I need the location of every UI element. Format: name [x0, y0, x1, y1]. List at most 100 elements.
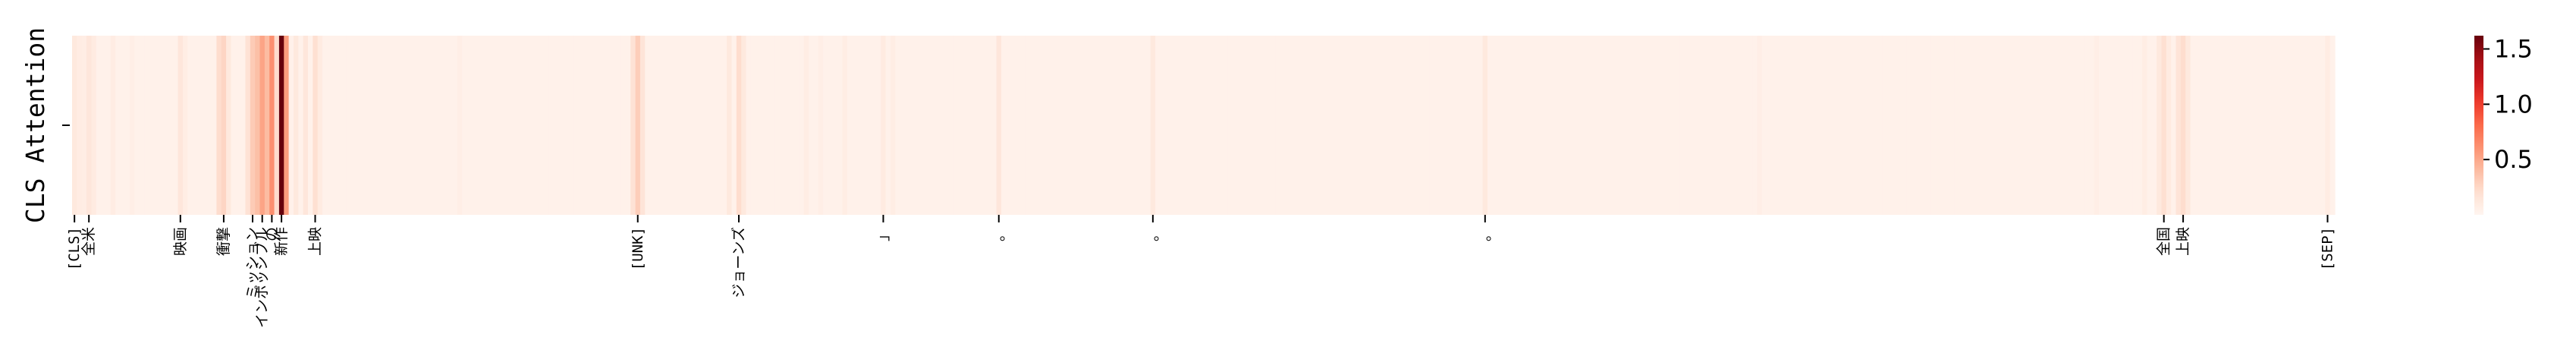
- heatmap-cell: [1882, 36, 1888, 215]
- heatmap-cell: [1140, 36, 1146, 215]
- heatmap-cell: [1352, 36, 1359, 215]
- heatmap-cell: [948, 36, 954, 215]
- heatmap-cell: [1944, 36, 1950, 215]
- heatmap-cell: [231, 36, 237, 215]
- heatmap-cell: [2325, 36, 2331, 215]
- heatmap-cell: [837, 36, 843, 215]
- heatmap-cell: [124, 36, 130, 215]
- heatmap-cell: [1843, 36, 1849, 215]
- heatmap-cell: [756, 36, 762, 215]
- heatmap-cell: [2113, 36, 2119, 215]
- heatmap-cell: [1381, 36, 1387, 215]
- heatmap-cell: [972, 36, 978, 215]
- heatmap-cell: [404, 36, 410, 215]
- heatmap-cell: [1795, 36, 1802, 215]
- heatmap-cell: [1261, 36, 1267, 215]
- heatmap-cell: [2036, 36, 2042, 215]
- heatmap-cell: [197, 36, 203, 215]
- heatmap-cell: [1805, 36, 1811, 215]
- heatmap-cell: [563, 36, 569, 215]
- heatmap-cell: [2238, 36, 2245, 215]
- heatmap-cell: [1940, 36, 1946, 215]
- heatmap-cell: [2055, 36, 2061, 215]
- colorbar: 0.5 1.0 1.5: [2474, 34, 2533, 215]
- heatmap-cell: [467, 36, 473, 215]
- heatmap-cell: [1030, 36, 1035, 215]
- heatmap-cell: [1232, 36, 1238, 215]
- heatmap-cell: [1689, 36, 1695, 215]
- heatmap-cell: [2142, 36, 2148, 215]
- heatmap-cell: [1800, 36, 1806, 215]
- heatmap-cell: [669, 36, 674, 215]
- heatmap-cell: [1035, 36, 1041, 215]
- heatmap-cell: [2050, 36, 2056, 215]
- heatmap-cell: [774, 36, 781, 215]
- heatmap-cell: [1853, 36, 1859, 215]
- heatmap-cell: [2069, 36, 2075, 215]
- heatmap-cell: [2224, 36, 2229, 215]
- heatmap-cell: [2012, 36, 2018, 215]
- heatmap-cell: [1020, 36, 1026, 215]
- heatmap-cell: [1001, 36, 1007, 215]
- heatmap-cell: [1299, 36, 1305, 215]
- heatmap-cell: [1824, 36, 1830, 215]
- heatmap-cell: [134, 36, 140, 215]
- heatmap-cell: [1357, 36, 1363, 215]
- heatmap-cell: [1646, 36, 1652, 215]
- heatmap-cell: [809, 36, 815, 215]
- heatmap-cell: [130, 36, 136, 215]
- heatmap-cell: [298, 36, 304, 215]
- heatmap-cell: [1078, 36, 1084, 215]
- heatmap-cell: [1622, 36, 1628, 215]
- heatmap-cell: [881, 36, 887, 215]
- heatmap-cell: [1324, 36, 1330, 215]
- x-tick-label: 衝撃: [215, 227, 232, 256]
- heatmap-cell: [1222, 36, 1228, 215]
- heatmap-cell: [852, 36, 858, 215]
- heatmap-cell: [1208, 36, 1214, 215]
- heatmap-cell: [1136, 36, 1142, 215]
- heatmap-cell: [1579, 36, 1585, 215]
- heatmap-cell: [1121, 36, 1127, 215]
- heatmap-cell: [573, 36, 579, 215]
- heatmap-cell: [1463, 36, 1469, 215]
- heatmap-cell: [635, 36, 641, 215]
- heatmap-cell: [1006, 36, 1012, 215]
- x-tick-label: 。: [1145, 227, 1161, 241]
- heatmap-cell: [1468, 36, 1474, 215]
- heatmap-cell: [649, 36, 655, 215]
- heatmap-cell: [602, 36, 608, 215]
- heatmap-cell: [1193, 36, 1199, 215]
- heatmap-cell: [789, 36, 795, 215]
- heatmap-cell: [1516, 36, 1522, 215]
- heatmap-cell: [1819, 36, 1825, 215]
- heatmap-cell: [620, 36, 627, 215]
- heatmap-cell: [2272, 36, 2278, 215]
- heatmap-cell: [702, 36, 708, 215]
- heatmap-cell: [2137, 36, 2143, 215]
- heatmap-cell: [1761, 36, 1767, 215]
- heatmap-cell: [221, 36, 227, 215]
- heatmap-cell: [360, 36, 366, 215]
- heatmap-cell: [2305, 36, 2311, 215]
- heatmap-cell: [409, 36, 415, 215]
- heatmap-cell: [1111, 36, 1117, 215]
- heatmap-cell: [977, 36, 983, 215]
- heatmap-cell: [577, 36, 583, 215]
- heatmap-cell: [1400, 36, 1406, 215]
- heatmap-cell: [2301, 36, 2307, 215]
- heatmap-cell: [2132, 36, 2138, 215]
- heatmap-cell: [288, 36, 294, 215]
- heatmap-cell: [606, 36, 612, 215]
- heatmap-cell: [1858, 36, 1864, 215]
- heatmap-cell: [144, 36, 150, 215]
- heatmap-cell: [2151, 36, 2157, 215]
- heatmap-cell: [611, 36, 617, 215]
- heatmap-cell: [153, 36, 159, 215]
- heatmap-cell: [1425, 36, 1431, 215]
- heatmap-cell: [1747, 36, 1753, 215]
- heatmap-cell: [1886, 36, 1893, 215]
- heatmap-cell: [115, 36, 121, 215]
- heatmap-cell: [2253, 36, 2259, 215]
